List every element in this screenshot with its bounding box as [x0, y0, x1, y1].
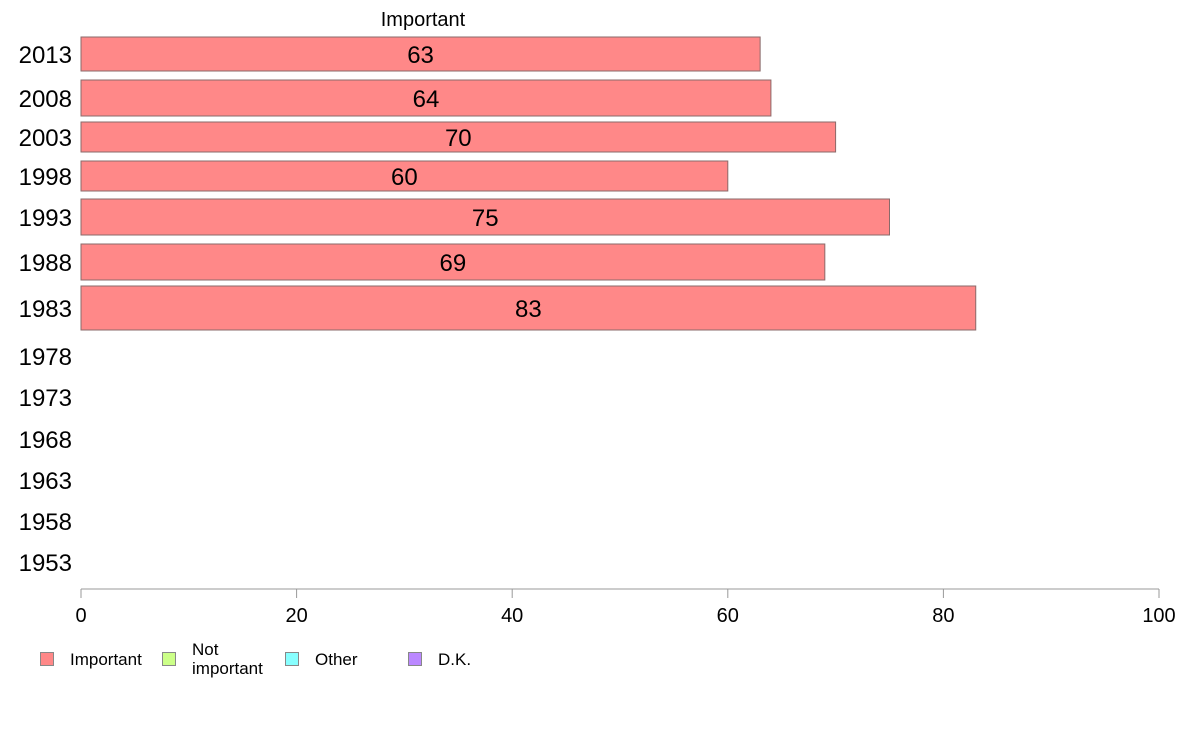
x-tick-label-60: 60: [717, 605, 739, 627]
x-tick-label-20: 20: [285, 605, 307, 627]
legend-swatch-not-important: [162, 652, 176, 666]
data-label-1998: 60: [391, 164, 418, 191]
y-tick-label-2003: 2003: [19, 125, 72, 152]
y-tick-label-1973: 1973: [19, 385, 72, 412]
x-tick-label-100: 100: [1142, 605, 1175, 627]
legend: Important Not important Other D.K.: [40, 640, 560, 684]
legend-item-dk: D.K.: [408, 640, 471, 669]
bar-1983: [80, 285, 977, 331]
y-tick-label-2013: 2013: [19, 42, 72, 69]
column-title: Important: [381, 9, 466, 31]
bar-1993: [80, 198, 890, 236]
x-tick-label-80: 80: [932, 605, 954, 627]
data-label-1993: 75: [472, 205, 499, 232]
y-tick-label-1963: 1963: [19, 468, 72, 495]
y-tick-label-1993: 1993: [19, 205, 72, 232]
bar-2003: [80, 121, 837, 153]
bar-2013: [80, 36, 761, 72]
y-tick-label-1988: 1988: [19, 250, 72, 277]
y-tick-label-2008: 2008: [19, 86, 72, 113]
legend-item-other: Other: [285, 640, 358, 669]
legend-item-not-important: Not important: [162, 640, 263, 678]
data-label-1983: 83: [515, 296, 542, 323]
data-label-2008: 64: [413, 86, 440, 113]
y-tick-label-1958: 1958: [19, 509, 72, 536]
legend-swatch-dk: [408, 652, 422, 666]
y-tick-label-1983: 1983: [19, 296, 72, 323]
y-tick-label-1968: 1968: [19, 427, 72, 454]
legend-label-dk: D.K.: [438, 650, 472, 669]
bar-1988: [80, 243, 826, 281]
data-label-2003: 70: [445, 125, 472, 152]
bar-1998: [80, 160, 729, 192]
legend-label-not-important: Not important: [192, 640, 263, 678]
data-label-2013: 63: [407, 42, 434, 69]
y-tick-label-1998: 1998: [19, 164, 72, 191]
y-tick-label-1978: 1978: [19, 344, 72, 371]
data-label-1988: 69: [440, 250, 467, 277]
legend-swatch-other: [285, 652, 299, 666]
x-tick-label-40: 40: [501, 605, 523, 627]
legend-item-important: Important: [40, 640, 142, 669]
legend-label-other: Other: [315, 650, 358, 669]
y-tick-label-1953: 1953: [19, 550, 72, 577]
x-tick-label-0: 0: [75, 605, 86, 627]
legend-label-important: Important: [70, 650, 142, 669]
legend-swatch-important: [40, 652, 54, 666]
bar-2008: [80, 79, 772, 117]
